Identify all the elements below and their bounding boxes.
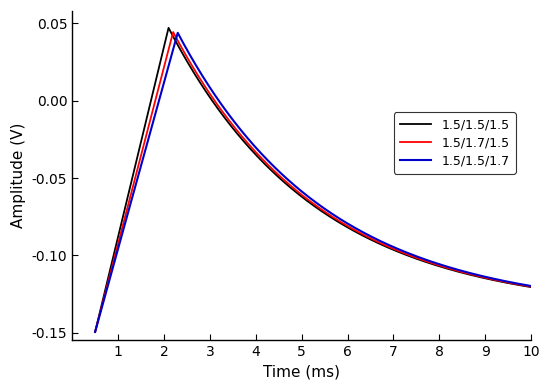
1.5/1.7/1.5 [344, 224, 350, 228]
1.5/1.5/1.5 [368, 237, 374, 242]
Legend: 1.5/1.5/1.5, 1.5/1.7/1.5, 1.5/1.5/1.7: 1.5/1.5/1.5, 1.5/1.7/1.5, 1.5/1.5/1.7 [394, 112, 516, 174]
1.5/1.5/1.5 [528, 285, 534, 289]
1.5/1.5/1.7 [152, 111, 159, 115]
1.5/1.7/1.5 [244, 140, 251, 145]
Line: 1.5/1.5/1.5: 1.5/1.5/1.5 [95, 28, 531, 332]
X-axis label: Time (ms): Time (ms) [263, 365, 340, 380]
1.5/1.5/1.7 [528, 283, 534, 288]
1.5/1.5/1.7 [411, 253, 418, 258]
1.5/1.7/1.5 [446, 266, 453, 271]
1.5/1.5/1.7 [446, 265, 453, 270]
1.5/1.5/1.5 [244, 143, 251, 148]
1.5/1.7/1.5 [152, 97, 159, 102]
1.5/1.5/1.7 [344, 221, 350, 226]
1.5/1.5/1.5 [446, 267, 453, 272]
Y-axis label: Amplitude (V): Amplitude (V) [11, 123, 26, 228]
1.5/1.7/1.5 [411, 255, 418, 260]
Line: 1.5/1.7/1.5: 1.5/1.7/1.5 [95, 32, 531, 332]
Line: 1.5/1.5/1.7: 1.5/1.5/1.7 [95, 33, 531, 332]
1.5/1.5/1.7 [244, 136, 251, 140]
1.5/1.5/1.7 [368, 234, 374, 239]
1.5/1.5/1.5 [344, 225, 350, 230]
1.5/1.5/1.5 [411, 256, 418, 260]
1.5/1.7/1.5 [528, 284, 534, 289]
1.5/1.7/1.5 [368, 236, 374, 241]
1.5/1.5/1.5 [152, 79, 159, 84]
